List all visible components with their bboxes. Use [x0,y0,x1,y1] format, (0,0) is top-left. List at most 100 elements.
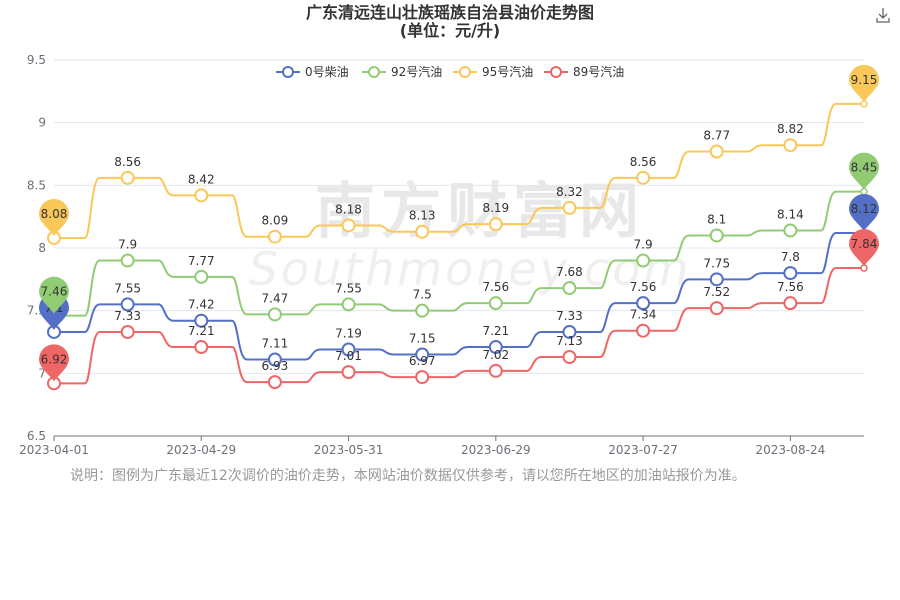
data-label: 7.75 [703,256,730,270]
chart-subtitle: (单位：元/升) [399,21,501,40]
data-label: 7.33 [556,309,583,323]
data-point[interactable] [267,375,282,390]
data-point[interactable] [415,347,430,362]
data-point[interactable] [194,340,209,355]
pin-marker[interactable]: 8.45 [849,152,879,190]
data-point[interactable] [120,170,135,185]
y-tick-label: 9 [38,116,46,130]
data-point[interactable] [562,350,577,365]
data-point[interactable] [415,303,430,318]
legend-item[interactable]: 95号汽油 [453,64,533,79]
pin-marker[interactable]: 8.08 [39,198,69,236]
data-point[interactable] [267,352,282,367]
data-point[interactable] [120,253,135,268]
y-tick-label: 8 [38,241,46,255]
data-point[interactable] [341,218,356,233]
data-label: 7.33 [114,309,141,323]
data-point[interactable] [709,272,724,287]
series-points [47,100,868,391]
data-point[interactable] [267,229,282,244]
watermark: 南方财富网 Southmoney.com [249,177,692,296]
data-point[interactable] [120,324,135,339]
pin-shape [849,193,879,231]
data-labels: 7.55 7.42 7.11 7.19 7.15 7.21 7.33 7.56 7.75 7.8 7… [114,122,803,373]
data-label: 8.42 [188,172,215,186]
legend-item[interactable]: 89号汽油 [544,64,624,79]
data-label: 7.5 [413,288,432,302]
data-label: 7.01 [335,349,362,363]
data-point[interactable] [488,363,503,378]
data-label: 7.19 [335,327,362,341]
legend-label: 89号汽油 [573,64,624,79]
data-point[interactable] [562,281,577,296]
data-label: 8.18 [335,202,362,216]
pin-shape [39,276,69,314]
legend-item[interactable]: 0号柴油 [276,65,349,79]
pin-marker[interactable]: 8.12 [849,193,879,231]
data-point[interactable] [341,297,356,312]
watermark-en: Southmoney.com [249,242,692,296]
data-point[interactable] [488,296,503,311]
pin-shape [39,344,69,382]
data-label: 7.9 [118,238,137,252]
data-label: 7.47 [262,291,289,305]
x-tick-label: 2023-07-27 [608,443,678,457]
pin-label: 7.46 [41,285,68,299]
data-point[interactable] [562,200,577,215]
pin-marker[interactable]: 7.46 [39,276,69,314]
data-point[interactable] [783,296,798,311]
chart-title: 广东清远连山壮族瑶族自治县油价走势图 [305,3,594,22]
data-point[interactable] [341,342,356,357]
data-point[interactable] [267,307,282,322]
legend-item[interactable]: 92号汽油 [362,64,442,79]
legend-marker [459,66,471,78]
data-point[interactable] [709,144,724,159]
data-point[interactable] [415,224,430,239]
legend-label: 92号汽油 [391,64,442,79]
legend-marker [368,66,380,78]
data-point[interactable] [636,296,651,311]
y-tick-label: 7 [38,366,46,380]
data-label: 7.56 [482,280,509,294]
data-point[interactable] [194,313,209,328]
legend-label: 95号汽油 [482,64,533,79]
data-point[interactable] [194,188,209,203]
data-point[interactable] [709,228,724,243]
data-label: 7.56 [630,280,657,294]
pin-marker[interactable]: 9.15 [849,64,879,102]
y-tick-label: 6.5 [27,429,46,443]
series-line-1 [54,190,864,317]
data-label: 7.68 [556,265,583,279]
series-line-0 [54,231,864,361]
data-point[interactable] [120,297,135,312]
data-point[interactable] [194,269,209,284]
data-label: 8.19 [482,201,509,215]
x-tick-label: 2023-04-01 [19,443,89,457]
data-point[interactable] [709,301,724,316]
pin-shape [849,229,879,267]
y-tick-label: 8.5 [27,178,46,192]
data-label: 7.21 [188,324,215,338]
data-point[interactable] [341,365,356,380]
data-point[interactable] [488,340,503,355]
data-point[interactable] [562,324,577,339]
data-label: 8.09 [262,214,289,228]
data-label: 7.34 [630,308,657,322]
pin-label: 9.15 [851,73,878,87]
data-label: 7.9 [634,238,653,252]
data-point[interactable] [488,217,503,232]
pin-label: 6.92 [41,352,68,366]
data-point[interactable] [636,323,651,338]
data-label: 8.77 [703,128,730,142]
data-point[interactable] [415,370,430,385]
data-point[interactable] [783,138,798,153]
data-point[interactable] [783,223,798,238]
data-point[interactable] [636,253,651,268]
download-icon[interactable] [874,6,892,24]
pin-label: 8.45 [851,161,878,175]
pin-marker[interactable]: 6.92 [39,344,69,382]
pin-marker[interactable]: 7.84 [849,229,879,267]
data-point[interactable] [783,266,798,281]
data-point[interactable] [636,170,651,185]
